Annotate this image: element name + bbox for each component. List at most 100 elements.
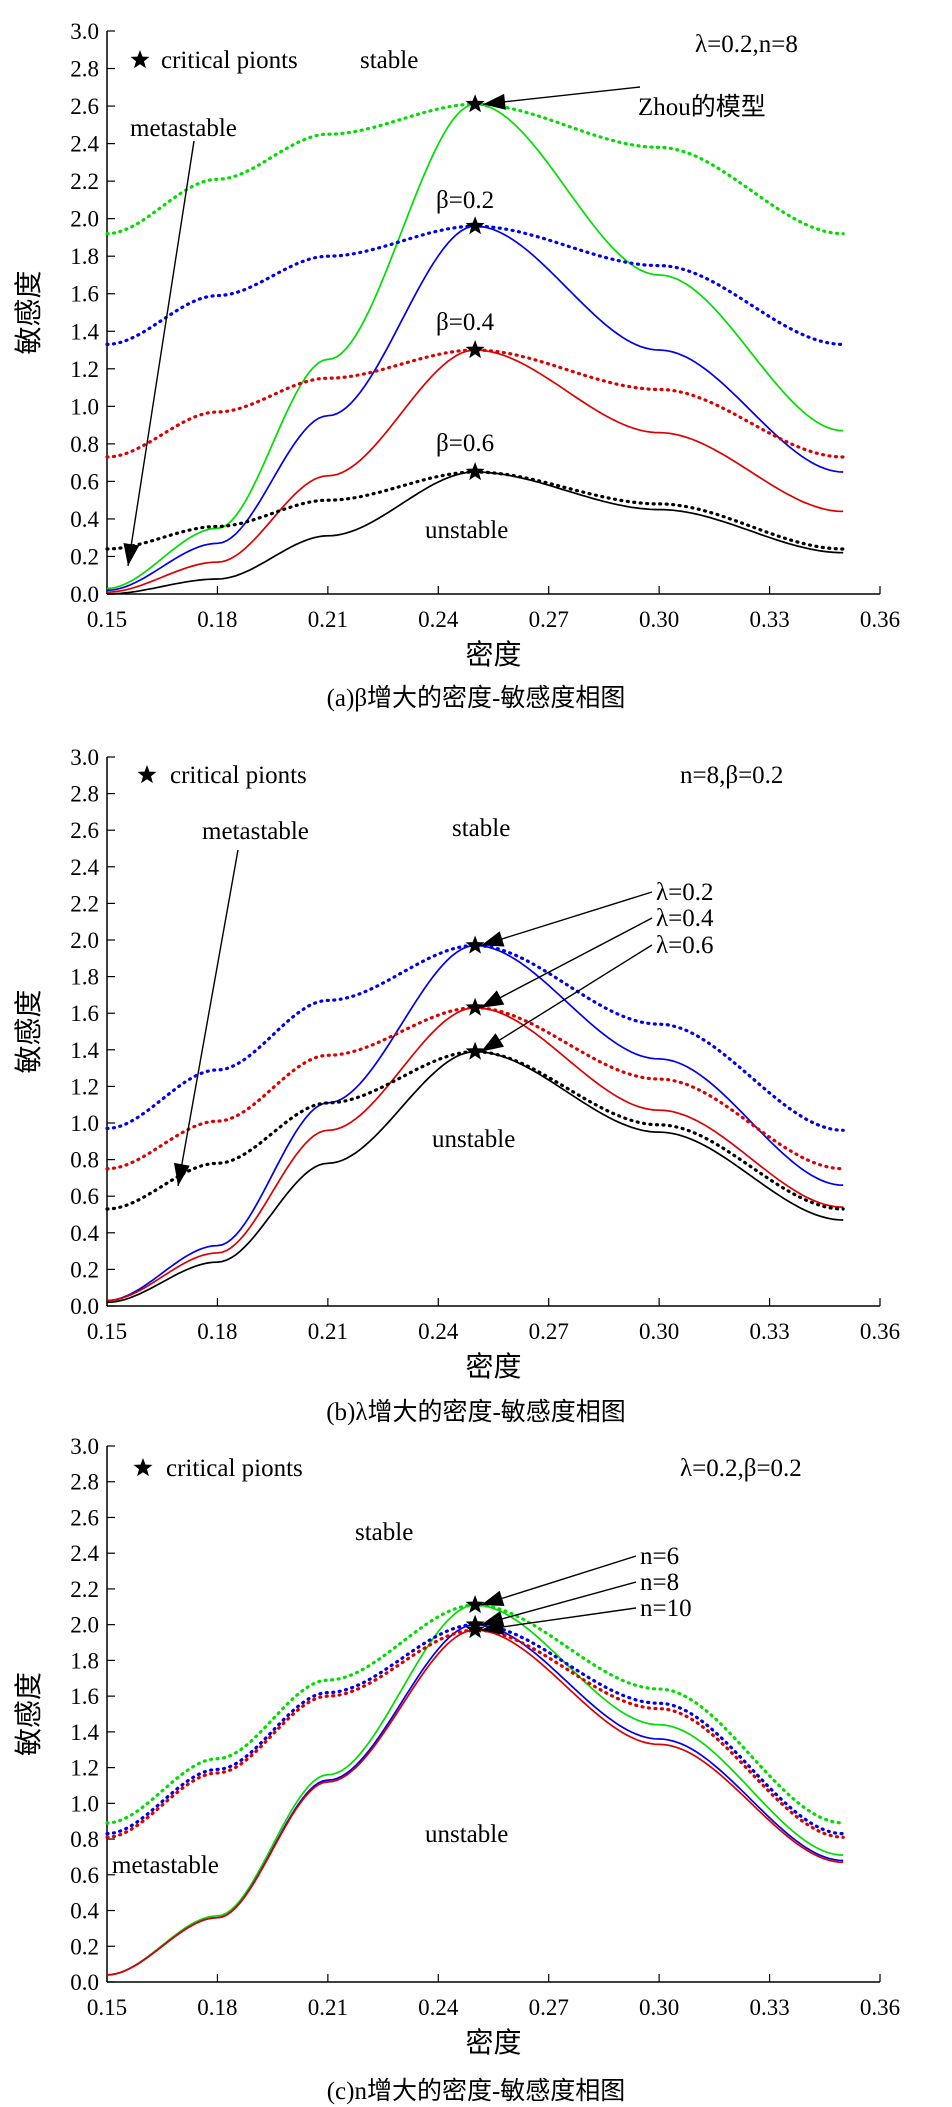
n-arrow-line	[480, 1607, 637, 1631]
series-line	[105, 1603, 845, 1825]
y-tick-label: 0.6	[70, 1863, 99, 1888]
x-tick-label: 0.36	[860, 1995, 900, 2020]
critical-point-star	[465, 216, 485, 235]
x-tick-label: 0.21	[308, 1995, 348, 2020]
y-tick-label: 1.6	[70, 1684, 99, 1709]
x-tick-label: 0.30	[639, 1319, 679, 1344]
y-tick-label: 1.8	[70, 1648, 99, 1673]
x-tick-label: 0.27	[529, 1995, 569, 2020]
series-line	[105, 1623, 845, 1836]
y-tick-label: 1.6	[70, 1001, 99, 1026]
x-tick-label: 0.36	[860, 607, 900, 632]
caption-a: (a)β增大的密度-敏感度相图	[326, 685, 626, 712]
critical-point-star	[465, 997, 485, 1016]
params-label: λ=0.2,β=0.2	[680, 1455, 802, 1482]
metastable-label: metastable	[130, 115, 237, 142]
legend-star-icon	[133, 1458, 153, 1477]
y-axis-title: 敏感度	[13, 1672, 45, 1756]
panel-c: 0.15 0.18 0.21 0.24 0.27 0.30 0.33 0.36 0.0 0.2 0.…	[0, 1418, 952, 2105]
lambda-arrow-head	[481, 1033, 504, 1052]
critical-point-star	[465, 94, 485, 113]
zhou-arrow-head	[483, 93, 506, 110]
critical-point-star	[465, 1620, 485, 1639]
y-tick-label: 1.8	[70, 244, 99, 269]
y-tick-label: 2.8	[70, 1470, 99, 1495]
metastable-arrow-head	[173, 1162, 190, 1186]
metastable-arrow-line	[127, 140, 195, 567]
metastable-label: metastable	[112, 1852, 219, 1879]
y-tick-label: 0.0	[70, 1294, 99, 1319]
series-line	[106, 1050, 844, 1304]
series-line	[106, 1623, 844, 1976]
x-tick-label: 0.30	[639, 1995, 679, 2020]
y-tick-label: 2.0	[70, 207, 99, 232]
y-tick-label: 1.4	[70, 319, 99, 344]
x-axis-title: 密度	[465, 639, 521, 670]
lambda-label: λ=0.2	[656, 879, 713, 906]
unstable-label: unstable	[425, 1821, 508, 1848]
y-tick-label: 3.0	[70, 19, 99, 44]
y-tick-label: 0.4	[70, 507, 99, 532]
stable-label: stable	[360, 47, 418, 74]
y-tick-label: 0.0	[70, 582, 99, 607]
y-tick-label: 0.8	[70, 1827, 99, 1852]
n-label: n=10	[640, 1595, 692, 1622]
metastable-arrow-line	[177, 849, 239, 1187]
x-axis-title: 密度	[465, 1351, 521, 1383]
x-tick-label: 0.24	[418, 607, 459, 632]
y-tick-label: 1.8	[70, 965, 99, 990]
stable-label: stable	[452, 815, 510, 842]
y-tick-label: 1.0	[70, 394, 99, 419]
y-tick-label: 0.2	[70, 1257, 99, 1282]
n-arrow-line	[480, 1581, 637, 1626]
n-arrow-head	[481, 1619, 505, 1635]
params-label: λ=0.2,n=8	[695, 31, 798, 58]
beta-label: β=0.6	[436, 430, 494, 457]
critical-point-star	[465, 340, 485, 359]
panel-a: 0.15 0.18 0.21 0.24 0.27 0.30 0.33 0.36 0.0 0.2 0.…	[0, 0, 952, 712]
zhou-model-label: Zhou的模型	[638, 93, 766, 121]
y-tick-label: 0.8	[70, 432, 99, 457]
x-tick-label: 0.33	[749, 1319, 789, 1344]
n-label: n=8	[640, 1569, 679, 1596]
beta-label: β=0.2	[436, 187, 494, 214]
y-tick-label: 0.4	[70, 1221, 99, 1246]
y-tick-label: 3.0	[70, 745, 99, 770]
y-tick-label: 0.2	[70, 544, 99, 569]
y-tick-label: 2.2	[70, 169, 99, 194]
lambda-arrow-line	[480, 944, 653, 1053]
x-tick-label: 0.27	[529, 1319, 569, 1344]
legend-critical-label: critical pionts	[161, 47, 298, 74]
x-tick-label: 0.15	[87, 1319, 127, 1344]
caption-b: (b)λ增大的密度-敏感度相图	[326, 1399, 626, 1426]
y-tick-label: 2.0	[70, 1613, 99, 1638]
y-tick-label: 0.6	[70, 469, 99, 494]
x-tick-label: 0.18	[197, 1319, 237, 1344]
y-tick-label: 0.2	[70, 1934, 99, 1959]
critical-point-star	[465, 1041, 485, 1060]
x-axis-title: 密度	[465, 2027, 521, 2059]
y-tick-label: 0.6	[70, 1184, 99, 1209]
lambda-label: λ=0.4	[656, 905, 714, 932]
caption-c: (c)n增大的密度-敏感度相图	[326, 2078, 626, 2105]
y-tick-label: 1.4	[70, 1720, 99, 1745]
series-line	[106, 1604, 844, 1976]
panel-b: 0.15 0.18 0.21 0.24 0.27 0.30 0.33 0.36 0.0 0.2 0.…	[0, 712, 952, 1426]
beta-label: β=0.4	[436, 309, 495, 336]
x-tick-label: 0.30	[639, 607, 679, 632]
series-line	[105, 1628, 845, 1839]
series-line	[105, 943, 845, 1132]
legend-critical-label: critical pionts	[166, 1455, 303, 1482]
y-tick-label: 2.0	[70, 928, 99, 953]
y-tick-label: 0.4	[70, 1899, 99, 1924]
critical-point-star	[465, 1595, 485, 1614]
x-tick-label: 0.33	[749, 607, 789, 632]
y-tick-label: 2.4	[70, 132, 99, 157]
critical-point-star	[465, 935, 485, 954]
legend-critical-label: critical pionts	[170, 762, 307, 789]
chart-a: 0.15 0.18 0.21 0.24 0.27 0.30 0.33 0.36 0.0 0.2 0.…	[13, 19, 900, 670]
x-tick-label: 0.18	[197, 607, 237, 632]
unstable-label: unstable	[425, 517, 508, 544]
y-axis-title: 敏感度	[13, 989, 45, 1073]
chart-b: 0.15 0.18 0.21 0.24 0.27 0.30 0.33 0.36 0.0 0.2 0.…	[13, 745, 900, 1383]
